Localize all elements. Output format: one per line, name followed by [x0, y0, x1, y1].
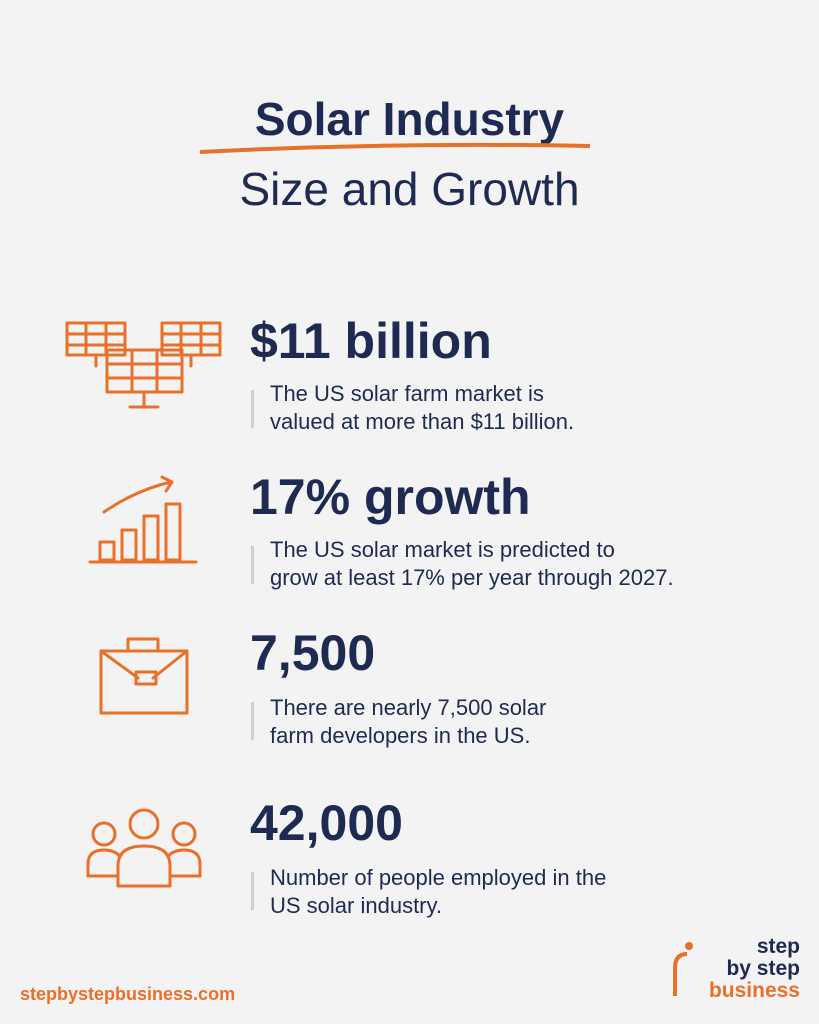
- stat-headline: $11 billion: [250, 313, 492, 369]
- desc-line: Number of people employed in the: [270, 865, 607, 890]
- desc-line: The US solar farm market is: [270, 381, 544, 406]
- logo-line: by step: [726, 957, 800, 980]
- stat-description: There are nearly 7,500 solar farm develop…: [270, 694, 546, 750]
- stat-description: Number of people employed in the US solar…: [270, 864, 606, 920]
- logo-line: step: [756, 935, 800, 958]
- desc-line: valued at more than $11 billion.: [270, 409, 575, 434]
- desc-line: US solar industry.: [270, 893, 442, 918]
- stat-description: The US solar farm market is valued at mor…: [270, 380, 574, 436]
- desc-line: There are nearly 7,500 solar: [270, 695, 547, 720]
- divider: [251, 390, 254, 428]
- divider: [251, 546, 254, 584]
- desc-line: The US solar market is predicted to: [270, 537, 615, 562]
- growth-icon: [88, 475, 198, 564]
- title: Solar Industry: [254, 93, 565, 145]
- logo-mark: [673, 942, 693, 996]
- logo-line: business: [708, 979, 800, 1002]
- footer-url[interactable]: stepbystepbusiness.com: [20, 984, 236, 1004]
- subtitle: Size and Growth: [239, 163, 580, 215]
- people-icon: [86, 808, 202, 888]
- solar-panel-icon: [65, 321, 222, 409]
- briefcase-icon: [99, 637, 189, 715]
- stat-headline: 7,500: [250, 625, 376, 681]
- logo: step by step business: [690, 936, 800, 1002]
- divider: [251, 702, 254, 740]
- desc-line: grow at least 17% per year through 2027.: [270, 565, 674, 590]
- title-underline: [199, 142, 591, 154]
- stat-description: The US solar market is predicted to grow …: [270, 536, 674, 592]
- stat-headline: 42,000: [250, 795, 403, 851]
- divider: [251, 872, 254, 910]
- desc-line: farm developers in the US.: [270, 723, 531, 748]
- stat-headline: 17% growth: [250, 469, 531, 525]
